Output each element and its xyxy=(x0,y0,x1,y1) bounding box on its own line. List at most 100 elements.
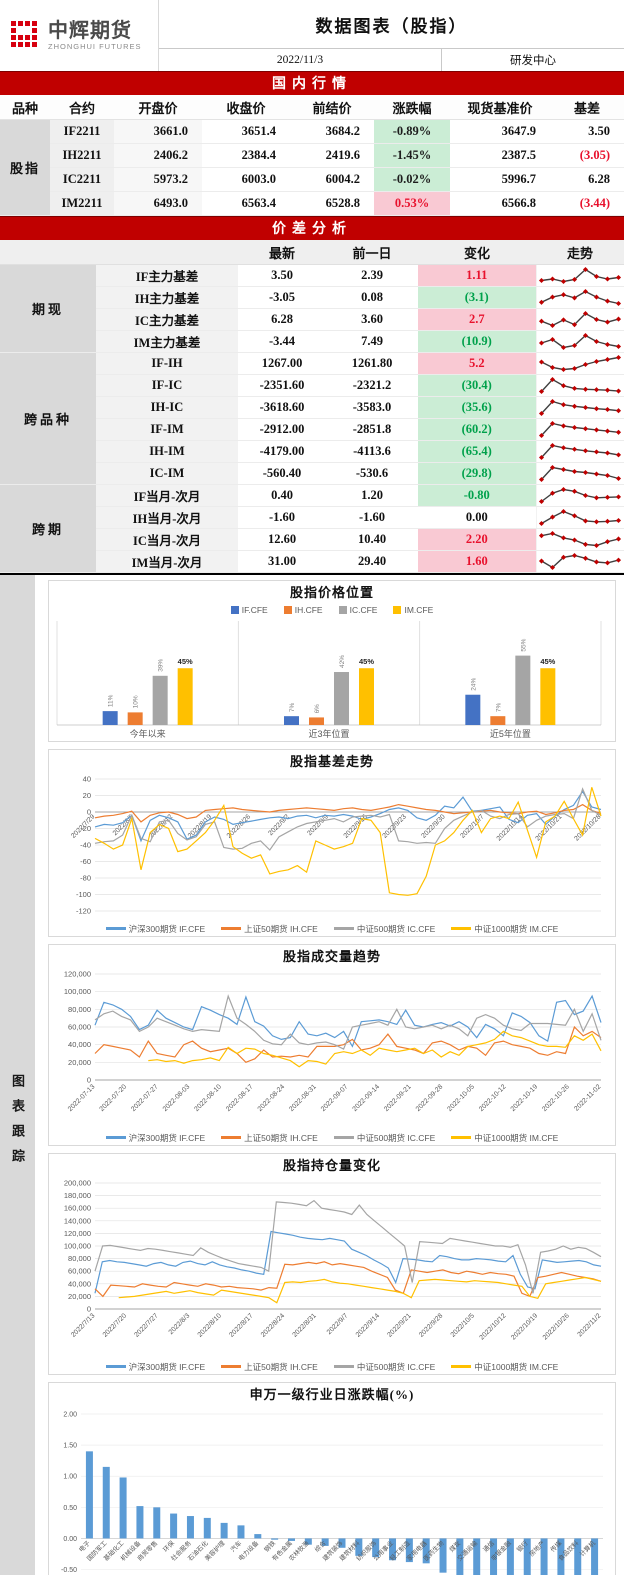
svg-text:2022-09-28: 2022-09-28 xyxy=(415,1083,445,1113)
spread-group-label: 跨期 xyxy=(0,484,96,573)
trend-sparkline-cell xyxy=(535,374,624,397)
spread-name-cell: IH当月-次月 xyxy=(96,506,238,529)
change-cell: 5.2 xyxy=(418,352,536,375)
prev-day-cell: 29.40 xyxy=(326,550,418,573)
column-header: 走势 xyxy=(536,240,624,265)
svg-text:2022-10-05: 2022-10-05 xyxy=(446,1083,476,1113)
svg-text:180,000: 180,000 xyxy=(64,1191,91,1200)
legend-item: 中证500期货 IC.CFE xyxy=(333,1132,435,1144)
prev-day-cell: -4113.6 xyxy=(326,440,418,463)
prev-day-cell: 3.60 xyxy=(326,308,418,331)
open-price-cell: 6493.0 xyxy=(114,191,202,216)
svg-text:2022/8/10: 2022/8/10 xyxy=(197,1312,223,1338)
svg-text:100,000: 100,000 xyxy=(64,987,91,996)
legend-item: 上证50期货 IH.CFE xyxy=(221,1361,318,1373)
latest-cell: 31.00 xyxy=(238,550,326,573)
svg-text:45%: 45% xyxy=(178,657,193,666)
svg-text:7%: 7% xyxy=(289,703,296,713)
legend-label: IC.CFE xyxy=(349,604,378,615)
contract-cell: IH2211 xyxy=(50,143,114,168)
spread-row: IC-IM -560.40 -530.6 (29.8) xyxy=(0,462,624,485)
change-pct-cell: -0.89% xyxy=(374,119,450,144)
spread-name-cell: IH-IC xyxy=(96,396,238,419)
svg-text:2022/10/26: 2022/10/26 xyxy=(542,1312,571,1341)
sparkline xyxy=(539,288,622,307)
svg-text:40,000: 40,000 xyxy=(68,1279,91,1288)
open-interest-legend: 沪深300期货 IF.CFE 上证50期货 IH.CFE 中证500期货 IC.CF… xyxy=(49,1359,615,1374)
empty-header xyxy=(0,240,96,265)
dept-label: 研发中心 xyxy=(441,49,624,71)
legend-swatch xyxy=(451,927,472,930)
contract-cell: IF2211 xyxy=(50,119,114,144)
legend-label: 中证1000期货 IM.CFE xyxy=(474,1132,559,1143)
column-header: 最新 xyxy=(238,240,326,265)
svg-text:2022/8/12: 2022/8/12 xyxy=(148,813,174,839)
legend-label: 中证500期货 IC.CFE xyxy=(356,1361,436,1372)
svg-text:2022-08-10: 2022-08-10 xyxy=(193,1083,223,1113)
svg-text:20,000: 20,000 xyxy=(68,1292,91,1301)
prev-day-cell: 2.39 xyxy=(326,264,418,287)
change-cell: (60.2) xyxy=(418,418,536,441)
svg-text:42%: 42% xyxy=(339,655,346,668)
sparkline xyxy=(539,530,622,549)
contract-cell: IC2211 xyxy=(50,167,114,192)
latest-cell: 3.50 xyxy=(238,264,326,287)
report-date: 2022/11/3 xyxy=(276,54,324,66)
svg-text:电子: 电子 xyxy=(77,1538,92,1553)
prev-day-cell: -1.60 xyxy=(326,506,418,529)
chart-title: 股指基差走势 xyxy=(289,754,374,769)
close-price-cell: 2384.4 xyxy=(202,143,290,168)
sparkline xyxy=(539,464,622,483)
latest-cell: -2912.00 xyxy=(238,418,326,441)
open-interest-chart: 0 20,000 40,000 60,000 80,000 100,000 120,000 1… xyxy=(64,1179,603,1342)
svg-text:2022-10-12: 2022-10-12 xyxy=(478,1083,508,1113)
svg-text:39%: 39% xyxy=(158,659,165,672)
prev-day-cell: -2321.2 xyxy=(326,374,418,397)
industry-change-chart: -2.50-2.00-1.50-1.00-0.500.000.501.001.5… xyxy=(61,1412,603,1575)
legend-swatch xyxy=(393,605,402,614)
prev-settle-cell: 6004.2 xyxy=(290,167,374,192)
change-cell: 2.7 xyxy=(418,308,536,331)
logo-text: 中辉期货 ZHONGHUI FUTURES xyxy=(48,20,142,51)
svg-text:2022/9/7: 2022/9/7 xyxy=(326,1312,350,1336)
legend-label: 沪深300期货 IF.CFE xyxy=(128,1132,206,1143)
sparkline xyxy=(539,552,622,571)
change-cell: 2.20 xyxy=(418,528,536,551)
svg-text:40: 40 xyxy=(83,775,91,784)
legend-label: IM.CFE xyxy=(404,604,434,615)
column-header: 前一日 xyxy=(326,240,418,265)
column-header: 涨跌幅 xyxy=(374,95,450,120)
svg-text:1.00: 1.00 xyxy=(63,1474,77,1481)
legend-label: 上证50期货 IH.CFE xyxy=(244,1361,318,1372)
spread-name-cell: IH-IM xyxy=(96,440,238,463)
variety-label: 股指 xyxy=(0,119,50,216)
quotes-table: 品种 合约 开盘价 收盘价 前结价 涨跌幅 现货基准价 基差 股指 IF2211 3661.0 36… xyxy=(0,95,624,216)
prev-day-cell: 7.49 xyxy=(326,330,418,353)
legend-item: 中证500期货 IC.CFE xyxy=(333,1361,436,1373)
spread-name-cell: IM主力基差 xyxy=(96,330,238,353)
svg-text:-100: -100 xyxy=(76,890,91,899)
legend-label: 沪深300期货 IF.CFE xyxy=(128,923,206,934)
legend-label: IH.CFE xyxy=(294,604,323,615)
legend-swatch xyxy=(283,605,292,614)
column-header: 收盘价 xyxy=(202,95,290,120)
svg-text:160,000: 160,000 xyxy=(64,1204,91,1213)
svg-text:2022/8/17: 2022/8/17 xyxy=(228,1312,254,1338)
svg-text:60,000: 60,000 xyxy=(68,1267,91,1276)
svg-text:-120: -120 xyxy=(76,907,91,916)
svg-text:0: 0 xyxy=(87,1076,91,1085)
spot-benchmark-cell: 2387.5 xyxy=(450,143,550,168)
prev-day-cell: 1.20 xyxy=(326,484,418,507)
spot-benchmark-cell: 6566.8 xyxy=(450,191,550,216)
page-title: 数据图表（股指） xyxy=(315,16,468,36)
svg-text:2022/10/12: 2022/10/12 xyxy=(479,1312,508,1341)
svg-text:24%: 24% xyxy=(470,677,477,690)
logo-name-cn: 中辉期货 xyxy=(48,20,132,42)
svg-text:40,000: 40,000 xyxy=(68,1040,91,1049)
legend-item: IC.CFE xyxy=(338,604,378,615)
legend-item: 中证500期货 IC.CFE xyxy=(333,923,435,935)
prev-settle-cell: 3684.2 xyxy=(290,119,374,144)
legend-item: 沪深300期货 IF.CFE xyxy=(105,1361,205,1373)
trend-sparkline-cell xyxy=(535,506,624,529)
